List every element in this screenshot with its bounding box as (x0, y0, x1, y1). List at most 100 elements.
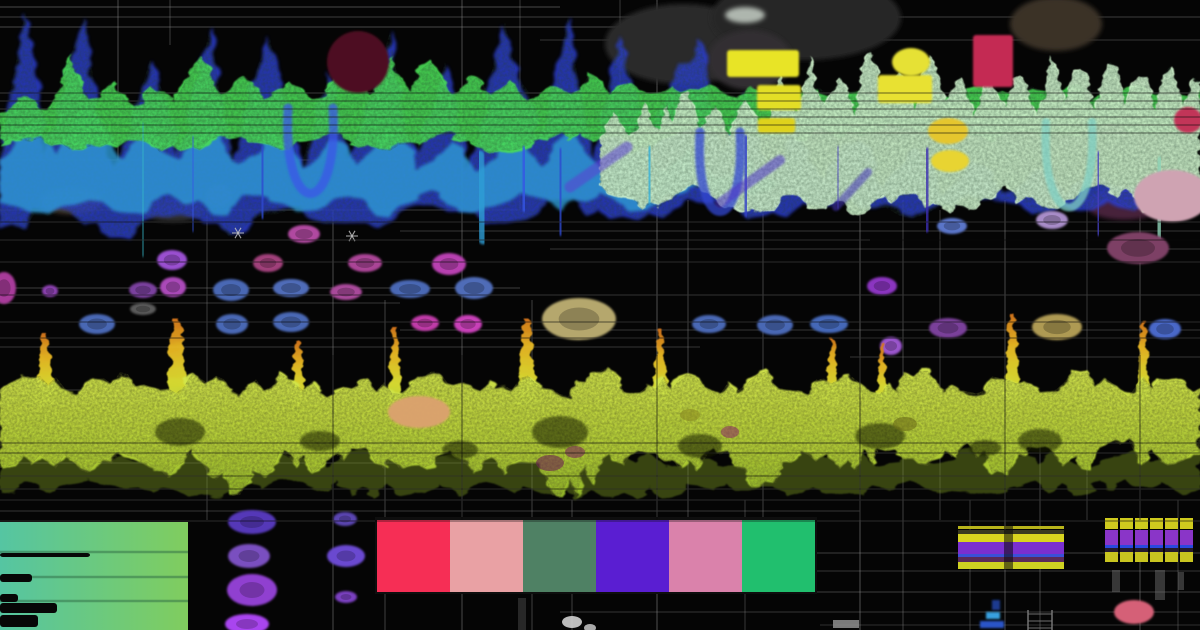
note-dot (929, 318, 967, 338)
stripe-segment (1150, 552, 1163, 562)
accent-block (758, 118, 795, 133)
stripe-block-b (1105, 518, 1193, 600)
stripe-segment (1150, 548, 1163, 552)
note-dot-shade (765, 319, 785, 331)
flame-column (388, 325, 402, 404)
note-dot (455, 277, 493, 299)
note-dot (129, 282, 157, 298)
stripe-segment (1165, 548, 1178, 552)
grid-overlay-layer (0, 92, 1200, 522)
stripe-segment (1105, 545, 1118, 548)
note-dot (273, 279, 309, 297)
accent-shapes-layer (327, 31, 1200, 222)
stripe-block-a (958, 526, 1064, 570)
accent-block (727, 50, 799, 77)
panel-black-bar (0, 574, 32, 582)
wave-speck (565, 446, 585, 458)
note-dot-shade (463, 281, 485, 295)
orange-ellipse (388, 396, 450, 428)
palette-swatch (523, 520, 596, 592)
violet-slash (564, 141, 633, 193)
purple-dot (225, 614, 269, 630)
stripe-segment (1180, 518, 1193, 529)
purple-dot-shade (236, 619, 258, 629)
panel-black-bar (0, 603, 57, 613)
stripe-segment (1120, 552, 1133, 562)
stripe-segment (1135, 545, 1148, 548)
accent-block (757, 85, 801, 110)
purple-dot-shade (339, 515, 351, 523)
note-dot-shade (699, 319, 719, 329)
stripe-segment (1150, 530, 1163, 545)
note-dot-shade (223, 318, 241, 330)
note-dot (348, 254, 382, 272)
purple-dot-shade (336, 550, 356, 562)
accent-ellipse (327, 31, 389, 93)
stripe-segment (1150, 545, 1163, 548)
bottom-elements-layer (0, 510, 1193, 630)
green-gradient-panel (0, 522, 188, 630)
note-dot (160, 277, 186, 297)
note-dot (810, 315, 848, 333)
note-dot (330, 284, 362, 300)
note-dot (157, 250, 187, 270)
note-dot (288, 225, 320, 243)
note-dot (937, 218, 967, 234)
note-dot (454, 315, 482, 333)
sparkle-arm (234, 227, 242, 239)
purple-dot-shade (238, 550, 260, 562)
palette-swatch (742, 520, 815, 592)
purple-dot (227, 574, 277, 606)
sparkle-arm (348, 230, 356, 242)
stripe-segment (1165, 545, 1178, 548)
misc-glitches (518, 598, 1154, 630)
note-dot (880, 337, 902, 355)
palette-swatch (596, 520, 669, 592)
stripe-segment (1165, 518, 1178, 529)
yellow-waveform-layer (0, 366, 1200, 500)
stripe-segment (1105, 548, 1118, 552)
note-dot-shade (355, 258, 375, 268)
note-dot (692, 315, 726, 333)
wave-hole (678, 434, 722, 458)
white-blob (584, 624, 596, 630)
stripe-dangle (1178, 572, 1184, 590)
stripe-notch (1004, 526, 1013, 570)
wave-drip (740, 135, 752, 217)
wave-drip (258, 146, 267, 219)
sparkle (346, 230, 358, 242)
note-dot (1149, 319, 1181, 339)
violet-slash (832, 168, 872, 211)
blue-glitch (986, 612, 1000, 619)
palette-swatch (669, 520, 742, 592)
note-dot-shade (165, 281, 181, 293)
wave-speck (680, 409, 700, 421)
stripe-segment (1165, 530, 1178, 545)
note-dot-shade (417, 318, 433, 328)
purple-dot-shade (240, 516, 264, 528)
stripe-dangle (1112, 570, 1120, 592)
note-dot (42, 285, 58, 297)
note-dot-shade (818, 319, 840, 329)
purple-dot (228, 544, 270, 568)
purple-dot (335, 591, 357, 603)
note-dot (432, 253, 466, 275)
note-dot-shade (163, 254, 181, 266)
top-waveform-layer (0, 12, 1200, 257)
stripe-segment (1180, 545, 1193, 548)
wave-hole (300, 431, 340, 451)
wave-drip (556, 148, 565, 236)
note-dot-shade (1043, 319, 1071, 335)
wave-hole (442, 441, 478, 459)
wave-hole (855, 423, 905, 449)
dark-blob (725, 7, 765, 23)
note-dot (1107, 232, 1169, 264)
note-dot-shade (1156, 323, 1174, 335)
wave-speck (721, 426, 739, 438)
wave-hole (1018, 429, 1062, 453)
violet-slash (715, 155, 785, 208)
accent-block (973, 35, 1013, 87)
palette-swatch (377, 520, 450, 592)
wave-speck (893, 417, 917, 431)
stripe-segment (1165, 552, 1178, 562)
